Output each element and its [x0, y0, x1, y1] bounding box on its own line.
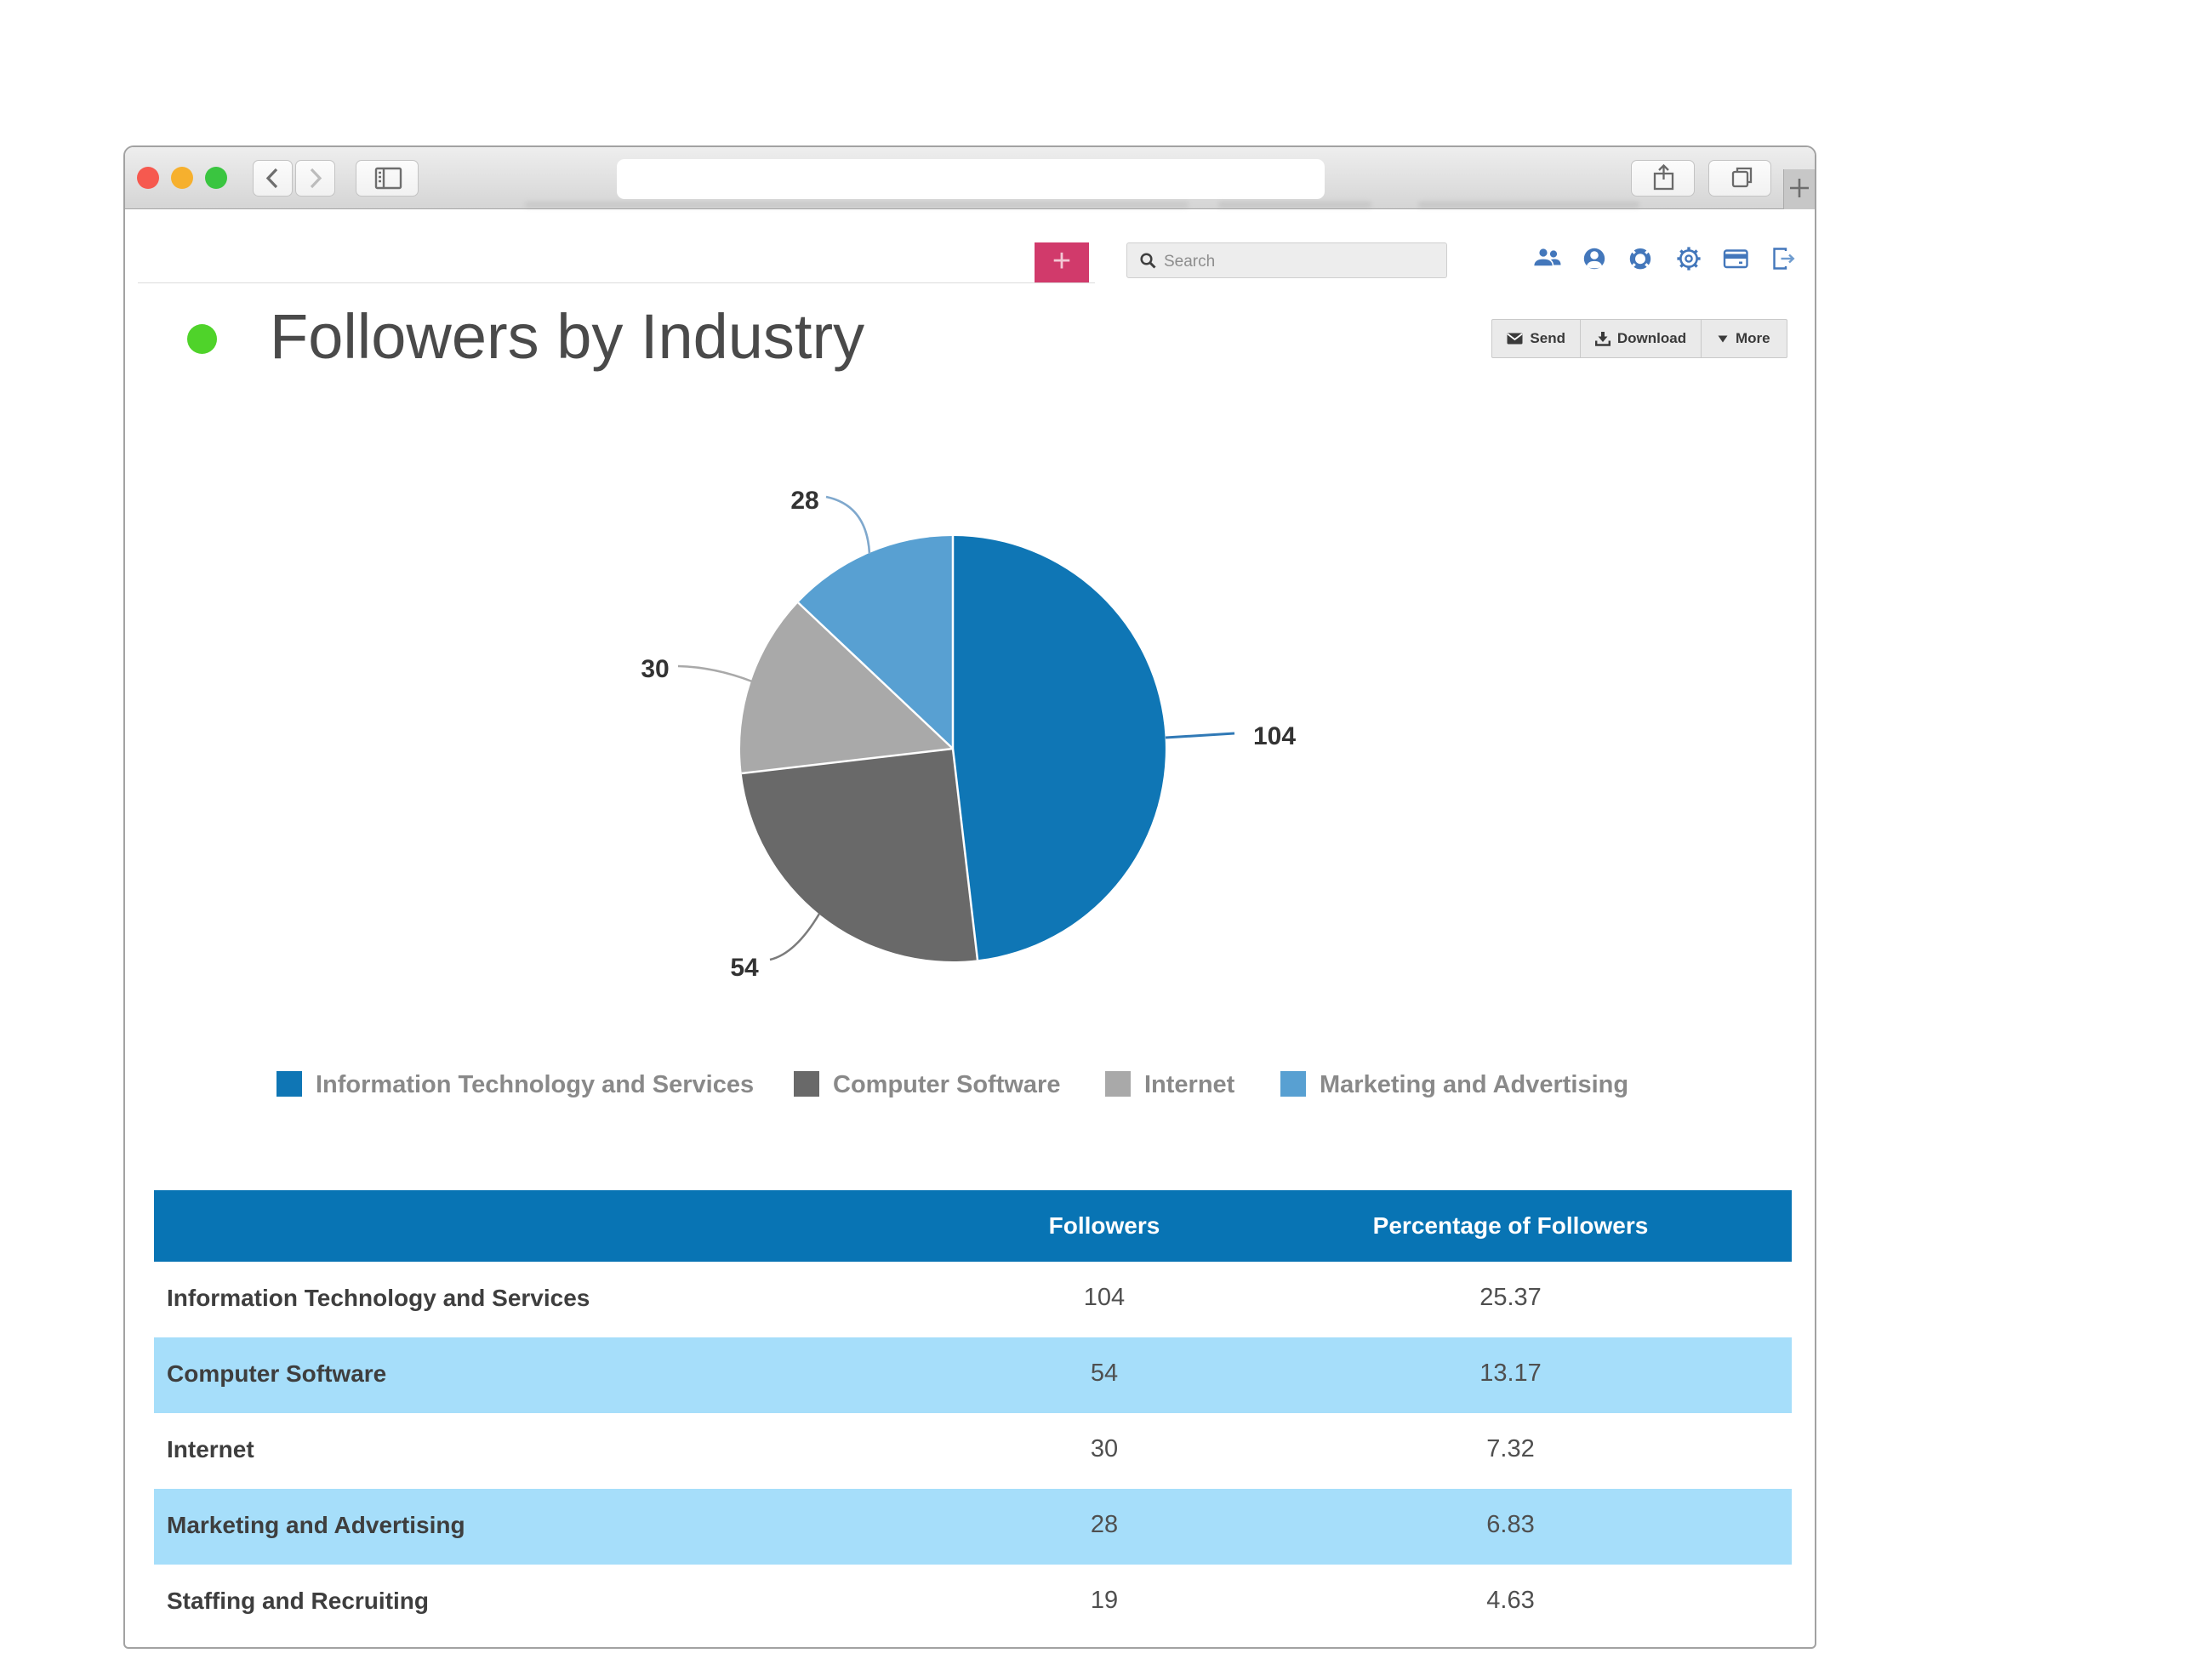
- svg-text:54: 54: [730, 954, 759, 982]
- svg-text:30: 30: [641, 655, 669, 683]
- svg-text:28: 28: [790, 487, 818, 515]
- svg-text:104: 104: [1253, 722, 1296, 750]
